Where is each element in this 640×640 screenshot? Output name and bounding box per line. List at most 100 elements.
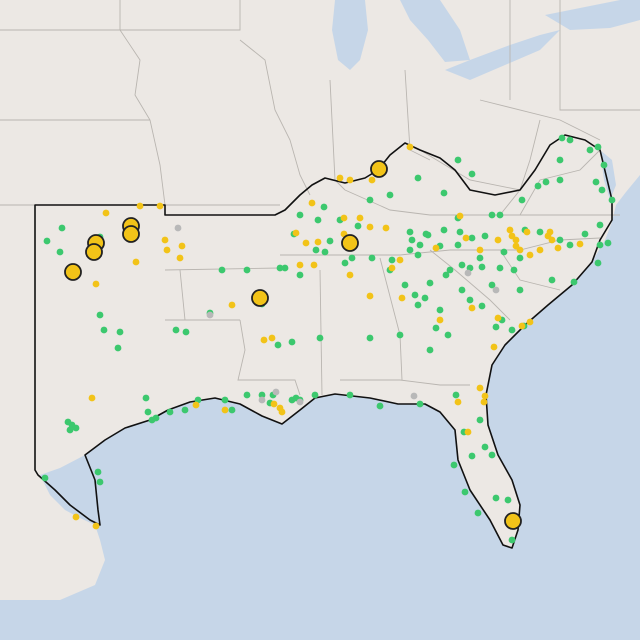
green-marker[interactable] [354, 222, 362, 230]
green-marker[interactable] [72, 424, 80, 432]
green-marker[interactable] [586, 146, 594, 154]
yellow-marker[interactable] [132, 258, 140, 266]
green-marker[interactable] [388, 256, 396, 264]
green-marker[interactable] [566, 241, 574, 249]
large-yellow-marker[interactable] [64, 263, 82, 281]
green-marker[interactable] [440, 189, 448, 197]
green-marker[interactable] [516, 254, 524, 262]
yellow-marker[interactable] [382, 224, 390, 232]
green-marker[interactable] [320, 203, 328, 211]
yellow-marker[interactable] [346, 271, 354, 279]
green-marker[interactable] [548, 276, 556, 284]
green-marker[interactable] [478, 263, 486, 271]
green-marker[interactable] [96, 478, 104, 486]
green-marker[interactable] [152, 414, 160, 422]
green-marker[interactable] [182, 328, 190, 336]
green-marker[interactable] [368, 254, 376, 262]
green-marker[interactable] [281, 264, 289, 272]
yellow-marker[interactable] [506, 226, 514, 234]
green-marker[interactable] [468, 170, 476, 178]
yellow-marker[interactable] [292, 229, 300, 237]
green-marker[interactable] [243, 266, 251, 274]
yellow-marker[interactable] [454, 398, 462, 406]
green-marker[interactable] [326, 237, 334, 245]
green-marker[interactable] [456, 228, 464, 236]
green-marker[interactable] [452, 391, 460, 399]
green-marker[interactable] [474, 509, 482, 517]
yellow-marker[interactable] [102, 209, 110, 217]
yellow-marker[interactable] [536, 246, 544, 254]
yellow-marker[interactable] [388, 264, 396, 272]
green-marker[interactable] [596, 241, 604, 249]
green-marker[interactable] [408, 236, 416, 244]
yellow-marker[interactable] [92, 522, 100, 530]
green-marker[interactable] [426, 279, 434, 287]
green-marker[interactable] [414, 301, 422, 309]
green-marker[interactable] [542, 178, 550, 186]
green-marker[interactable] [142, 394, 150, 402]
green-marker[interactable] [116, 328, 124, 336]
green-marker[interactable] [341, 259, 349, 267]
green-marker[interactable] [458, 261, 466, 269]
green-marker[interactable] [401, 281, 409, 289]
green-marker[interactable] [570, 278, 578, 286]
yellow-marker[interactable] [368, 176, 376, 184]
green-marker[interactable] [316, 334, 324, 342]
green-marker[interactable] [296, 211, 304, 219]
gray-marker[interactable] [464, 269, 472, 277]
green-marker[interactable] [558, 134, 566, 142]
yellow-marker[interactable] [92, 280, 100, 288]
yellow-marker[interactable] [518, 322, 526, 330]
green-marker[interactable] [366, 196, 374, 204]
gray-marker[interactable] [258, 396, 266, 404]
green-marker[interactable] [440, 226, 448, 234]
large-yellow-marker[interactable] [85, 243, 103, 261]
large-yellow-marker[interactable] [504, 512, 522, 530]
green-marker[interactable] [481, 232, 489, 240]
green-marker[interactable] [56, 248, 64, 256]
green-marker[interactable] [181, 406, 189, 414]
green-marker[interactable] [172, 326, 180, 334]
green-marker[interactable] [596, 221, 604, 229]
green-marker[interactable] [114, 344, 122, 352]
green-marker[interactable] [321, 248, 329, 256]
yellow-marker[interactable] [314, 238, 322, 246]
gray-marker[interactable] [272, 388, 280, 396]
green-marker[interactable] [492, 494, 500, 502]
large-yellow-marker[interactable] [341, 234, 359, 252]
green-marker[interactable] [600, 161, 608, 169]
green-marker[interactable] [274, 341, 282, 349]
green-marker[interactable] [556, 176, 564, 184]
green-marker[interactable] [536, 228, 544, 236]
green-marker[interactable] [411, 291, 419, 299]
green-marker[interactable] [468, 234, 476, 242]
yellow-marker[interactable] [468, 304, 476, 312]
green-marker[interactable] [66, 426, 74, 434]
green-marker[interactable] [488, 211, 496, 219]
green-marker[interactable] [566, 136, 574, 144]
green-marker[interactable] [444, 331, 452, 339]
yellow-marker[interactable] [346, 176, 354, 184]
green-marker[interactable] [508, 536, 516, 544]
green-marker[interactable] [228, 406, 236, 414]
yellow-marker[interactable] [278, 408, 286, 416]
yellow-marker[interactable] [396, 256, 404, 264]
green-marker[interactable] [416, 241, 424, 249]
green-marker[interactable] [348, 254, 356, 262]
green-marker[interactable] [508, 326, 516, 334]
yellow-marker[interactable] [481, 392, 489, 400]
green-marker[interactable] [496, 211, 504, 219]
gray-marker[interactable] [174, 224, 182, 232]
yellow-marker[interactable] [523, 228, 531, 236]
green-marker[interactable] [314, 216, 322, 224]
green-marker[interactable] [416, 400, 424, 408]
green-marker[interactable] [346, 391, 354, 399]
green-marker[interactable] [312, 246, 320, 254]
yellow-marker[interactable] [464, 428, 472, 436]
green-marker[interactable] [96, 311, 104, 319]
yellow-marker[interactable] [310, 261, 318, 269]
green-marker[interactable] [144, 408, 152, 416]
yellow-marker[interactable] [526, 251, 534, 259]
green-marker[interactable] [534, 182, 542, 190]
